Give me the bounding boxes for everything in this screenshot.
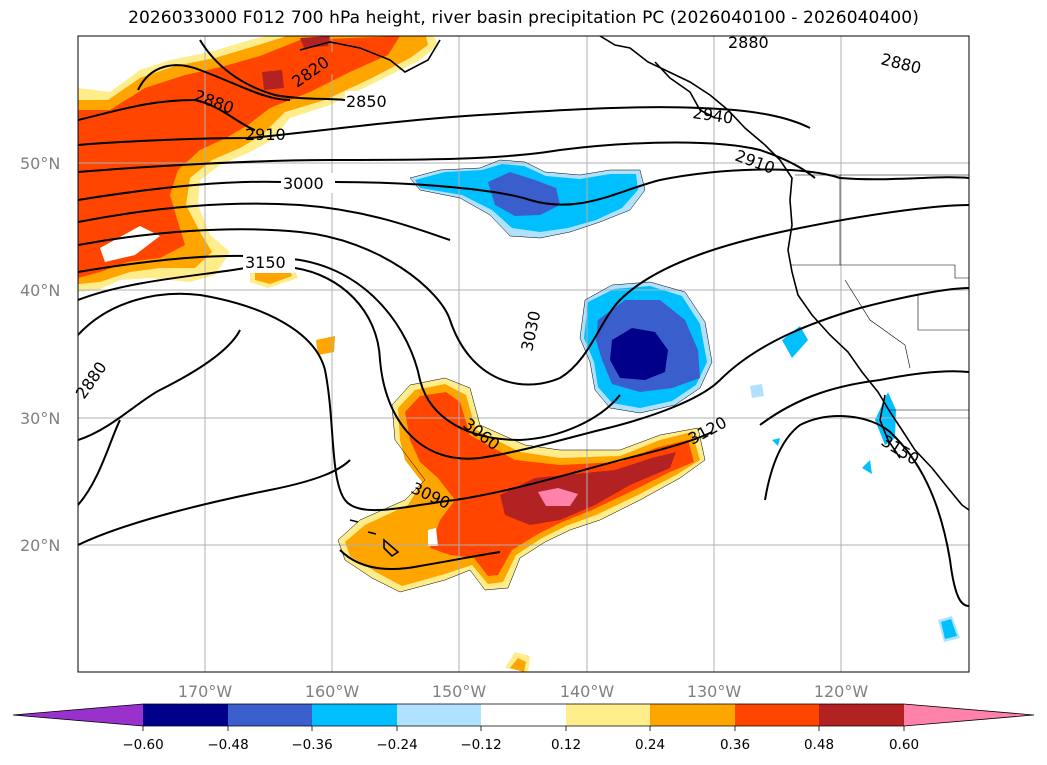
shade-se-cyan: [941, 619, 957, 639]
lon-label: 160°W: [305, 682, 360, 701]
colorbar-segment: [143, 704, 228, 726]
contour-label: 2940: [691, 103, 734, 127]
colorbar-tick: 0.24: [635, 737, 665, 753]
colorbar-tick: −0.36: [291, 737, 332, 753]
contour-label: 2910: [245, 125, 286, 144]
borders: [790, 174, 969, 411]
lat-label: 30°N: [20, 409, 60, 428]
shade-coast-lb-1: [750, 384, 764, 398]
map-title: 2026033000 F012 700 hPa height, river ba…: [128, 8, 919, 28]
colorbar-tick: 0.36: [720, 737, 750, 753]
colorbar-segment: [819, 704, 904, 726]
label-bg: [296, 52, 344, 74]
colorbar-segment: [481, 704, 566, 726]
shade-cp-hole: [428, 528, 438, 546]
shade-south-orange: [510, 658, 526, 672]
contour-label: 3150: [878, 431, 923, 469]
label-bg: [281, 173, 333, 193]
label-bg: [243, 253, 295, 273]
coastlines: [299, 36, 969, 558]
lon-label: 150°W: [432, 682, 487, 701]
colorbar-tick: 0.48: [804, 737, 834, 753]
colorbar-segment: [397, 704, 481, 726]
colorbar-tick-marks: [142, 726, 905, 731]
precip-edges: [337, 159, 713, 593]
colorbar-tick: −0.12: [460, 737, 501, 753]
colorbar-tick: −0.48: [207, 737, 248, 753]
shade-east-navy: [610, 328, 668, 380]
map-frame: [77, 35, 970, 673]
colorbar-tick: 0.60: [889, 737, 919, 753]
lat-label: 50°N: [20, 154, 60, 173]
shade-dot-orange: [316, 336, 335, 355]
label-bg: [345, 91, 397, 111]
colorbar-extend-left: [13, 704, 143, 726]
colorbar-segment: [312, 704, 397, 726]
lon-label: 170°W: [178, 682, 233, 701]
contour-label: 2850: [346, 92, 387, 111]
colorbar-tick: 0.12: [551, 737, 581, 753]
lon-label: 130°W: [687, 682, 742, 701]
colorbar-segment: [566, 704, 650, 726]
height-contours: [78, 39, 969, 607]
lat-label: 40°N: [20, 281, 60, 300]
lat-label: 20°N: [20, 536, 60, 555]
latitude-labels: 50°N 40°N 30°N 20°N: [20, 154, 60, 555]
colorbar: −0.60 −0.48 −0.36 −0.24 −0.12 0.12 0.24 …: [12, 703, 1035, 753]
colorbar-outline: [12, 703, 1035, 727]
colorbar-tick: −0.24: [376, 737, 417, 753]
colorbar-tick: −0.60: [122, 737, 163, 753]
contour-label: 2880: [728, 33, 769, 52]
colorbar-segment: [735, 704, 819, 726]
colorbar-segment: [228, 704, 312, 726]
label-bg: [512, 300, 540, 355]
shade-nw-red: [78, 36, 400, 278]
shade-coast-cyan-1: [782, 326, 808, 358]
shade-coast-cyan-3: [862, 460, 872, 474]
shade-north-blue: [488, 172, 560, 216]
lon-label: 140°W: [560, 682, 615, 701]
contour-label: 3000: [283, 174, 324, 193]
shade-cp-pink: [538, 488, 578, 506]
contour-label: 2880: [879, 49, 923, 77]
colorbar-extend-right: [904, 704, 1034, 726]
graticule: [78, 36, 969, 672]
shade-coast-cyan-4: [772, 438, 780, 446]
shade-nw-darkred-1: [262, 70, 284, 90]
contour-label: 3150: [245, 253, 286, 272]
shade-cp-darkred: [500, 452, 676, 525]
lon-label: 120°W: [814, 682, 869, 701]
shade-nw-darkred-2: [300, 36, 330, 48]
colorbar-segment: [650, 704, 735, 726]
longitude-labels: 170°W 160°W 150°W 140°W 130°W 120°W: [178, 682, 869, 701]
